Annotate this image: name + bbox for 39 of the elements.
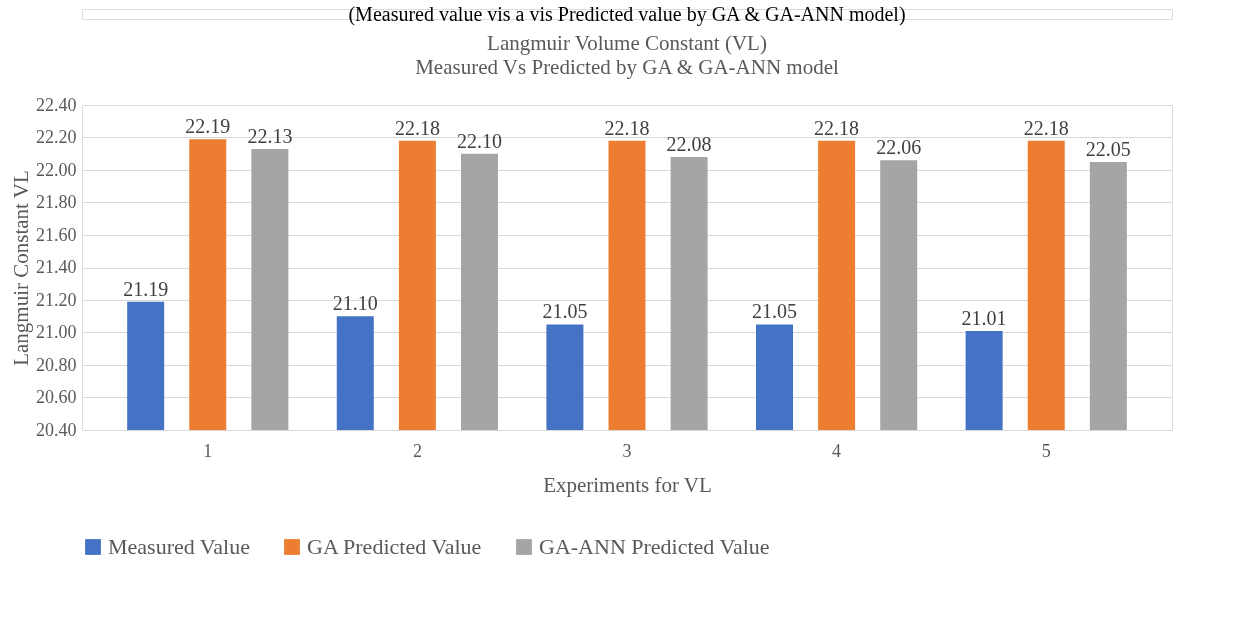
chart-subtitle: Measured Vs Predicted by GA & GA-ANN model [415, 55, 839, 79]
y-tick-label: 20.80 [36, 354, 77, 375]
y-tick-label: 22.00 [36, 159, 77, 180]
data-label: 22.18 [394, 116, 440, 139]
data-label: 22.10 [456, 129, 502, 152]
data-label: 22.19 [185, 115, 231, 138]
legend-label: GA-ANN Predicted Value [539, 534, 770, 559]
y-tick-label: 21.60 [36, 224, 77, 245]
data-label: 21.05 [752, 300, 798, 323]
y-axis-title: Langmuir Constant VL [9, 170, 33, 366]
data-label: 21.01 [961, 306, 1007, 329]
x-tick-label: 1 [203, 440, 213, 461]
y-tick-label: 21.20 [36, 289, 77, 310]
y-tick-label: 22.40 [36, 94, 77, 115]
data-label: 21.05 [542, 300, 588, 323]
y-tick-label: 22.20 [36, 127, 77, 147]
data-label: 22.18 [604, 116, 650, 139]
x-tick-label: 4 [832, 440, 842, 461]
data-label: 22.18 [1023, 116, 1069, 139]
legend-label: GA Predicted Value [307, 534, 482, 559]
data-label: 22.13 [247, 124, 293, 147]
y-tick-label: 21.00 [36, 322, 77, 342]
data-label: 22.05 [1085, 137, 1131, 160]
y-tick-label: 20.60 [36, 387, 77, 407]
legend-label: Measured Value [108, 534, 250, 559]
data-label: 22.18 [814, 116, 860, 139]
data-label: 22.06 [876, 136, 922, 159]
y-tick-label: 21.80 [36, 192, 77, 212]
text: (Measured value vis a vis Predicted value by GA & GA-ANN model) [348, 3, 906, 26]
data-label: 21.19 [123, 277, 169, 300]
x-tick-label: 2 [412, 440, 422, 461]
data-label: 21.10 [332, 292, 378, 315]
x-tick-label: 5 [1041, 440, 1051, 461]
data-label: 22.08 [666, 133, 712, 155]
y-tick-label: 20.40 [36, 419, 77, 440]
x-tick-label: 3 [622, 440, 632, 461]
x-axis-title: Experiments for VL [543, 472, 712, 497]
chart-title: Langmuir Volume Constant (VL) [487, 31, 767, 55]
y-tick-label: 21.40 [36, 257, 77, 277]
